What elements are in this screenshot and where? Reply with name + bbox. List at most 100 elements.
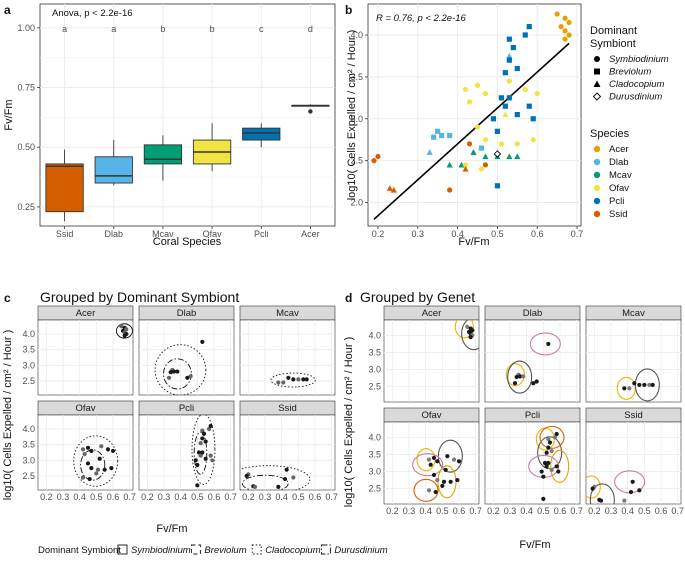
- symbiont-ellipse: [242, 474, 289, 490]
- panel-b-y-tick-label: 4.0: [350, 30, 363, 40]
- facet-point: [185, 375, 190, 380]
- facet-point: [252, 484, 258, 489]
- legend-shape-breviolum: [594, 68, 600, 75]
- facet-x-tick-label: 0.4: [73, 492, 86, 502]
- facet-point: [541, 496, 546, 501]
- panel-a-significance-letter: a: [62, 24, 67, 34]
- facet-point: [428, 462, 433, 467]
- panel-b-point-Pcli: [526, 103, 532, 109]
- facet-x-tick-label: 0.6: [309, 492, 322, 502]
- facet-point: [244, 473, 249, 479]
- facet-point: [200, 339, 205, 344]
- panel-a-x-tick-label: Dlab: [104, 229, 123, 239]
- panel-a-box-Dlab: [94, 140, 133, 186]
- panel-b-point-Acer: [566, 19, 572, 26]
- facet-point: [110, 448, 116, 454]
- legend-shape-symbiodinium: [594, 56, 600, 62]
- box-iqr: [45, 163, 84, 213]
- facet-point: [200, 436, 205, 441]
- panel-c-legend-label: Durusdinium: [334, 545, 387, 556]
- panel-a-box-Acer: [291, 104, 330, 107]
- facet-point: [97, 456, 102, 461]
- facet-y-tick-label: 3.5: [22, 345, 35, 355]
- facet-point: [630, 479, 635, 484]
- facet-point: [122, 333, 127, 338]
- facet-strip-label: Dlab: [523, 308, 543, 319]
- facet-x-tick-label: 0.7: [123, 492, 136, 502]
- facet-x-tick-label: 0.2: [141, 492, 154, 502]
- panel-b-point-Pcli: [490, 116, 497, 122]
- panel-b-point-Ssid: [447, 187, 453, 193]
- legend-species-label: Mcav: [609, 170, 632, 181]
- facet-y-tick-label: 2.5: [368, 382, 381, 392]
- box-iqr: [94, 156, 133, 184]
- facet-y-tick-label: 2.5: [22, 471, 35, 481]
- panel-d-facet-Ssid: Ssid 0.2 0.3 0.4 0.5 0.6 0.7: [585, 407, 684, 516]
- facet-point: [435, 459, 440, 464]
- panel-b-point-Ofav: [493, 150, 502, 158]
- facet-point: [627, 386, 632, 391]
- facet-y-tick-label: 3.5: [368, 347, 381, 357]
- panel-c-legend-key: [190, 544, 201, 555]
- panel-b-point-Pcli: [506, 57, 512, 63]
- facet-point: [200, 428, 205, 433]
- facet-point: [105, 447, 111, 452]
- facet-point: [637, 488, 642, 493]
- panel-a-outlier: [308, 109, 313, 114]
- facet-point: [455, 477, 460, 483]
- symbiont-ellipse: [163, 358, 192, 390]
- legend-species-label: Ssid: [609, 209, 627, 220]
- panel-b-point-Acer: [558, 24, 564, 30]
- panel-c-legend-key: [251, 544, 262, 555]
- panel-b-point-Ofav: [478, 166, 485, 172]
- facet-point: [201, 431, 207, 436]
- panel-b-point-Ssid: [386, 185, 393, 191]
- facet-point: [647, 382, 652, 388]
- symbiont-ellipse: [240, 465, 311, 490]
- facet-x-tick-label: 0.5: [191, 492, 204, 502]
- panel-d-facet-Pcli: Pcli 0.2 0.3 0.4 0.5 0.6 0.7: [484, 407, 583, 516]
- facet-point: [206, 426, 212, 432]
- legend-title-line1: Dominant: [590, 25, 637, 37]
- facet-point: [168, 370, 173, 375]
- facet-point: [632, 381, 637, 386]
- facet-strip-label: Mcav: [276, 308, 299, 319]
- panel-a-x-tick-label: Ssid: [56, 229, 74, 239]
- legend-symbiont-label: Symbiodinium: [609, 54, 669, 65]
- panel-b-point-Pcli: [502, 70, 508, 76]
- facet-plot-area: [240, 465, 311, 490]
- facet-x-tick-label: 0.6: [107, 492, 120, 502]
- facet-point: [448, 479, 453, 484]
- panel-label-b: b: [345, 3, 352, 17]
- panel-c-legend-key: [320, 544, 331, 555]
- facet-point: [445, 454, 450, 459]
- facet-point: [451, 457, 457, 462]
- facet-point: [195, 462, 200, 468]
- panel-b-x-tick-label: 0.4: [451, 229, 464, 239]
- panel-a-box-Mcav: [143, 135, 183, 181]
- panel-label-a: a: [4, 3, 11, 17]
- facet-point: [208, 423, 213, 429]
- facet-point: [512, 381, 518, 386]
- facet-background: [138, 414, 235, 491]
- panel-b-point-Ofav: [502, 111, 509, 118]
- panel-d-facet-Ofav: Ofav 2.5 3.0 3.5 4.0 0.2 0.3 0.4 0.5 0.6 0.7: [368, 407, 482, 516]
- facet-x-tick-label: 0.5: [436, 506, 449, 516]
- facet-point: [203, 439, 208, 444]
- genet-ellipse: [461, 320, 479, 351]
- facet-y-tick-label: 3.5: [22, 440, 35, 450]
- panel-a-plot-background: [39, 3, 336, 227]
- panel-c-facet-Acer: Acer 2.5 3.0 3.5 4.0: [22, 305, 134, 396]
- panel-d-facets: Grouped by Genet Acer 2.5 3.0 3.5 4.0 Dlab Mca…: [343, 289, 684, 551]
- facet-plot-area: [154, 339, 207, 395]
- panel-a-boxplot: a a b b c d 0.25 0.50 0.75 1.00 Ssid Dlab Mcav Ofav…: [3, 3, 336, 248]
- facet-point: [554, 464, 559, 469]
- legend-symbiont-label: Cladocopium: [609, 79, 665, 90]
- facet-point: [82, 451, 87, 457]
- genet-ellipse: [437, 439, 463, 473]
- panel-b-y-tick-label: 3.0: [350, 114, 363, 124]
- facet-plot-area: [616, 368, 660, 402]
- legend-species-swatch: [593, 197, 601, 205]
- facet-x-tick-label: 0.7: [570, 506, 583, 516]
- panel-b-point-Acer: [554, 11, 560, 17]
